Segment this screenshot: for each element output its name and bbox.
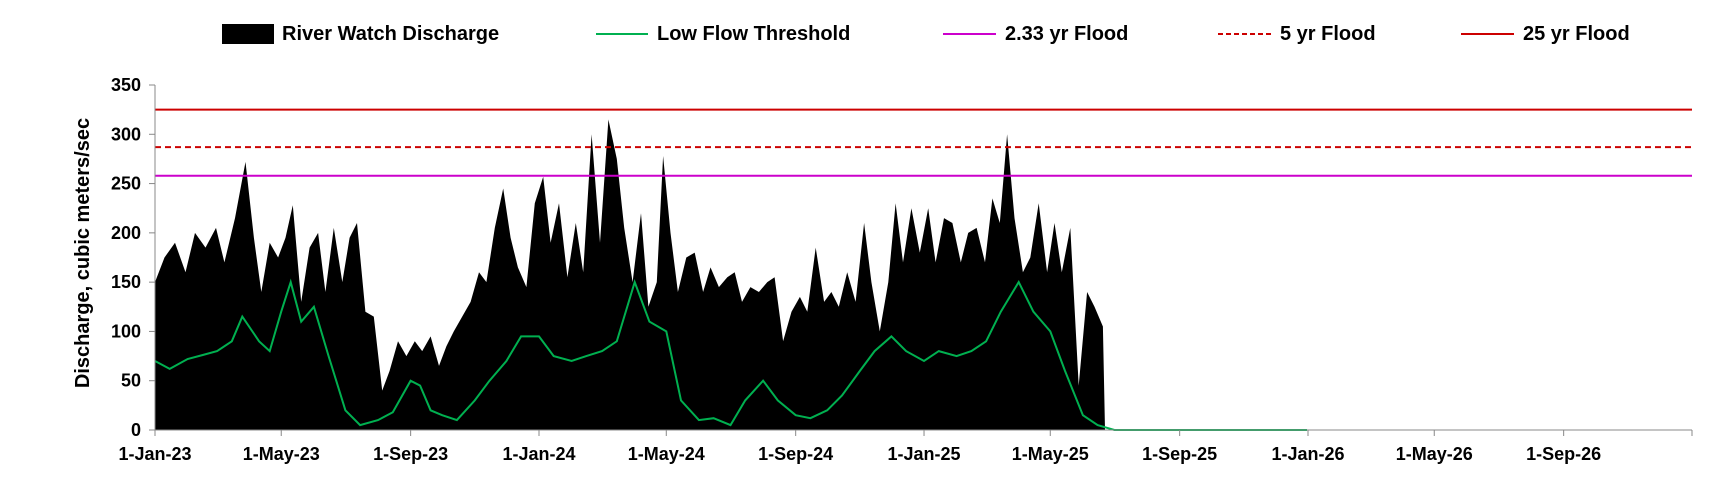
plot-area: 0 50 100 150 200 250 300 350 1-Jan-23 1-May-23 1-S… — [111, 75, 1693, 464]
x-tick-label: 1-May-26 — [1396, 444, 1473, 464]
x-tick-label: 1-Sep-24 — [758, 444, 833, 464]
x-tick-label: 1-Jan-23 — [118, 444, 191, 464]
legend-label-5-yr-flood: 5 yr Flood — [1280, 23, 1376, 45]
y-tick-label: 150 — [111, 272, 141, 292]
y-tick-label: 0 — [131, 420, 141, 440]
legend-label-25-yr-flood: 25 yr Flood — [1523, 23, 1630, 45]
x-tick-label: 1-Jan-24 — [502, 444, 575, 464]
x-tick-label: 1-Jan-25 — [888, 444, 961, 464]
x-tick-label: 1-Sep-25 — [1142, 444, 1217, 464]
x-tick-label: 1-Sep-23 — [373, 444, 448, 464]
legend-label-discharge: River Watch Discharge — [282, 23, 499, 45]
y-tick-label: 250 — [111, 174, 141, 194]
legend-label-low-flow: Low Flow Threshold — [657, 23, 850, 45]
x-tick-label: 1-May-23 — [243, 444, 320, 464]
y-tick-label: 350 — [111, 75, 141, 95]
discharge-area — [155, 119, 1105, 430]
x-tick-label: 1-Sep-26 — [1526, 444, 1601, 464]
y-tick-label: 50 — [121, 371, 141, 391]
x-tick-label: 1-May-24 — [628, 444, 705, 464]
legend-label-2-33-yr-flood: 2.33 yr Flood — [1005, 23, 1128, 45]
legend-swatch-discharge — [222, 24, 274, 44]
legend: River Watch Discharge Low Flow Threshold… — [222, 23, 1630, 45]
low-flow-line — [154, 278, 1307, 431]
y-tick-label: 100 — [111, 321, 141, 341]
x-tick-label: 1-Jan-26 — [1271, 444, 1344, 464]
y-tick-label: 200 — [111, 223, 141, 243]
x-tick-label: 1-May-25 — [1012, 444, 1089, 464]
y-axis-title: Discharge, cubic meters/sec — [72, 118, 94, 388]
y-tick-label: 300 — [111, 124, 141, 144]
